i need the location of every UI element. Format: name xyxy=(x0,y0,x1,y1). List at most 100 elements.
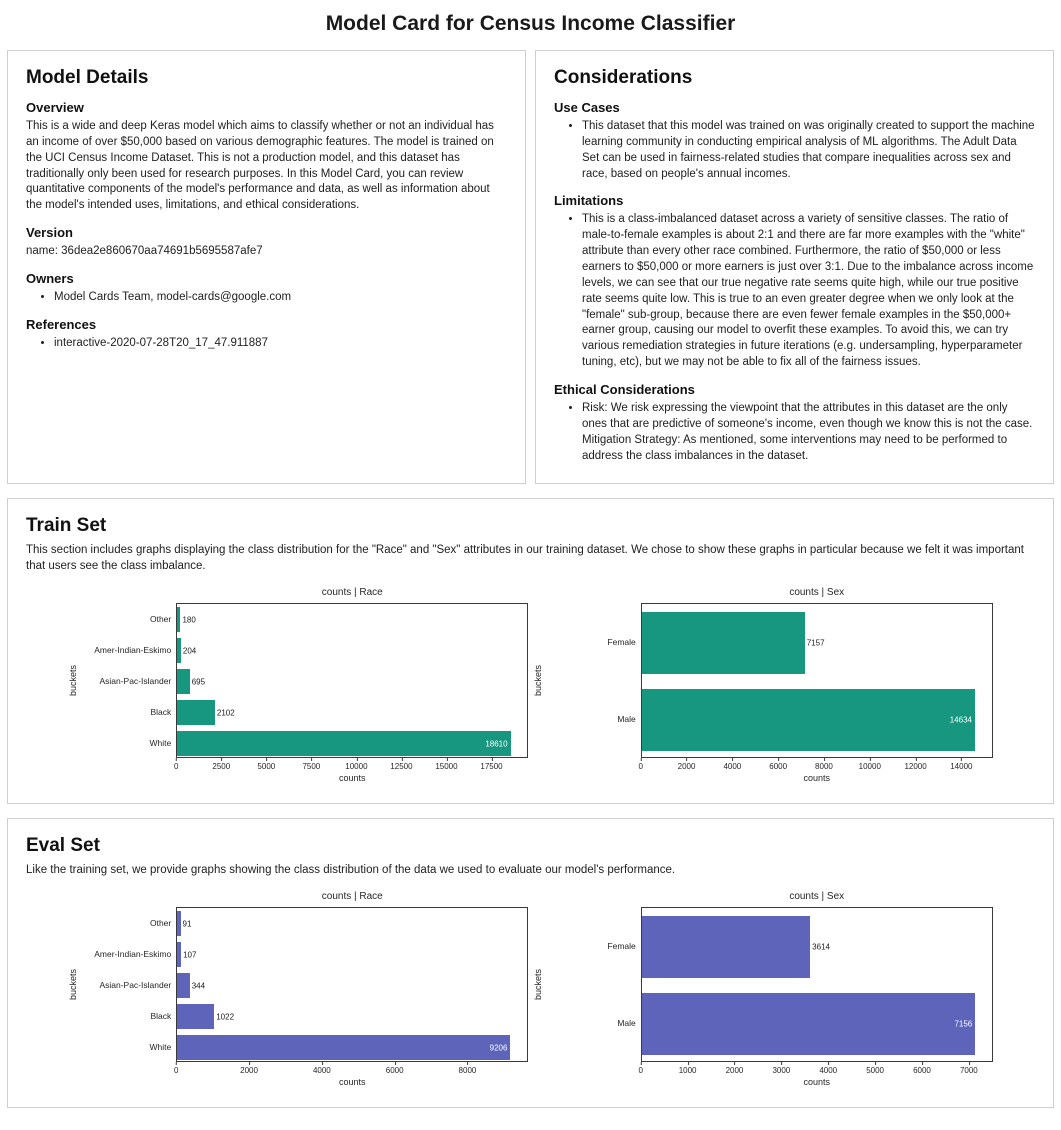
tick-mark xyxy=(356,758,358,762)
y-tick-label: Amer-Indian-Eskimo xyxy=(94,948,172,959)
tick-mark xyxy=(968,1062,970,1066)
owners-heading: Owners xyxy=(26,271,74,287)
x-tick-label: 5000 xyxy=(257,758,275,771)
y-tick-labels: Other Amer-Indian-Eskimo Asian-Pac-Islande… xyxy=(82,603,176,758)
x-tick-label: 0 xyxy=(639,1062,643,1075)
tick-mark xyxy=(491,758,493,762)
x-tick-label: 14000 xyxy=(950,758,972,771)
y-tick-labels: Female Male xyxy=(547,603,641,758)
bar xyxy=(641,611,805,674)
owners-list: Model Cards Team, model-cards@google.com xyxy=(26,290,507,306)
bar-value: 2102 xyxy=(216,708,235,718)
chart-plot-wrap: buckets Other Amer-Indian-Eskimo Asian-Pac-… xyxy=(68,907,529,1063)
y-tick-label: White xyxy=(149,737,172,748)
y-tick-label: Other xyxy=(149,613,172,624)
y-axis-label: buckets xyxy=(532,665,543,697)
x-tick-labels: 0 1000 2000 3000 4000 5000 6000 7000 xyxy=(639,1062,993,1076)
x-tick-label: 7500 xyxy=(302,758,320,771)
chart-title: counts | Sex xyxy=(789,891,845,903)
considerations-card: Considerations Use Cases This dataset th… xyxy=(535,50,1054,485)
plot-area: 7157 14634 xyxy=(640,603,993,759)
y-tick-label: Black xyxy=(150,1010,172,1021)
x-tick-label: 7000 xyxy=(960,1062,978,1075)
use-cases-list: This dataset that this model was trained… xyxy=(554,119,1035,182)
eval-charts-row: counts | Race buckets Other Amer-Indian-Esk… xyxy=(26,881,1035,1091)
tick-mark xyxy=(249,1062,251,1066)
tick-mark xyxy=(961,758,963,762)
tick-mark xyxy=(266,758,268,762)
train-race-chart: counts | Race buckets Other Amer-Indian-Esk… xyxy=(68,587,529,784)
tick-mark xyxy=(686,758,688,762)
model-details-card: Model Details Overview This is a wide an… xyxy=(7,50,526,485)
tick-mark xyxy=(778,758,780,762)
bar-value: 344 xyxy=(191,981,206,991)
train-sex-chart: counts | Sex buckets Female Male 7157 14634 0 2… xyxy=(533,587,993,783)
top-cards-row: Model Details Overview This is a wide an… xyxy=(7,50,1054,485)
bar xyxy=(177,942,182,967)
x-tick-label: 3000 xyxy=(772,1062,790,1075)
x-tick-label: 0 xyxy=(174,1062,178,1075)
tick-mark xyxy=(394,1062,396,1066)
x-tick-label: 8000 xyxy=(815,758,833,771)
tick-mark xyxy=(781,1062,783,1066)
bar xyxy=(641,915,811,978)
x-axis-label: counts xyxy=(803,773,831,784)
tick-mark xyxy=(823,758,825,762)
tick-mark xyxy=(467,1062,469,1066)
eval-race-chart: counts | Race buckets Other Amer-Indian-Esk… xyxy=(68,891,529,1088)
y-tick-label: Black xyxy=(150,706,172,717)
bar: 14634 xyxy=(641,689,975,752)
chart-plot-wrap: buckets Female Male 7157 14634 xyxy=(532,603,993,759)
x-tick-label: 17500 xyxy=(480,758,503,771)
bar-value: 1022 xyxy=(216,1012,235,1022)
y-tick-label: White xyxy=(149,1041,172,1052)
chart-title: counts | Race xyxy=(321,891,383,903)
train-set-description: This section includes graphs displaying … xyxy=(26,544,1024,573)
x-tick-label: 6000 xyxy=(913,1062,931,1075)
x-tick-label: 2500 xyxy=(212,758,230,771)
tick-mark xyxy=(828,1062,830,1066)
x-tick-label: 2000 xyxy=(240,1062,258,1075)
tick-mark xyxy=(321,1062,323,1066)
bar-value: 204 xyxy=(182,646,197,656)
y-tick-label: Male xyxy=(617,1018,636,1029)
x-tick-label: 15000 xyxy=(435,758,458,771)
bar-value: 14634 xyxy=(949,715,972,725)
chart-title: counts | Race xyxy=(321,587,383,599)
use-cases-heading: Use Cases xyxy=(554,100,620,115)
bar xyxy=(177,638,181,664)
plot-area: 91 107 344 1022 9206 xyxy=(176,907,529,1063)
bar xyxy=(177,911,181,936)
tick-mark xyxy=(311,758,313,762)
y-tick-label: Asian-Pac-Islander xyxy=(99,979,172,990)
x-tick-label: 8000 xyxy=(459,1062,476,1075)
x-tick-label: 5000 xyxy=(866,1062,884,1075)
x-axis-label: counts xyxy=(803,1077,831,1088)
x-axis-label: counts xyxy=(338,1077,366,1088)
bar-value: 18610 xyxy=(485,739,508,749)
page-title: Model Card for Census Income Classifier xyxy=(325,12,736,35)
tick-mark xyxy=(221,758,223,762)
bar xyxy=(177,669,190,695)
x-axis-label: counts xyxy=(338,773,366,784)
x-tick-labels: 0 2000 4000 6000 8000 10000 12000 14000 xyxy=(639,758,993,772)
y-tick-label: Asian-Pac-Islander xyxy=(99,675,172,686)
tick-mark xyxy=(640,758,642,762)
limitations-list: This is a class-imbalanced dataset acros… xyxy=(554,212,1035,371)
bar: 18610 xyxy=(177,731,511,757)
ethical-mitigation-text: Mitigation Strategy: As mentioned, some … xyxy=(582,433,1008,462)
y-tick-labels: Female Male xyxy=(547,907,641,1062)
tick-mark xyxy=(869,758,871,762)
x-tick-label: 4000 xyxy=(819,1062,837,1075)
y-tick-label: Female xyxy=(607,940,636,951)
bar-value: 9206 xyxy=(489,1043,508,1053)
ethical-list: Risk: We risk expressing the viewpoint t… xyxy=(554,401,1035,464)
plot-area: 180 204 695 2102 18610 xyxy=(176,603,529,759)
tick-mark xyxy=(915,758,917,762)
limitation-item: This is a class-imbalanced dataset acros… xyxy=(582,212,1035,371)
eval-sex-chart: counts | Sex buckets Female Male 3614 7156 0 10… xyxy=(533,891,993,1087)
bar-value: 91 xyxy=(182,919,192,929)
bar xyxy=(177,973,190,998)
bar-value: 7157 xyxy=(806,638,825,648)
x-tick-label: 10000 xyxy=(345,758,368,771)
